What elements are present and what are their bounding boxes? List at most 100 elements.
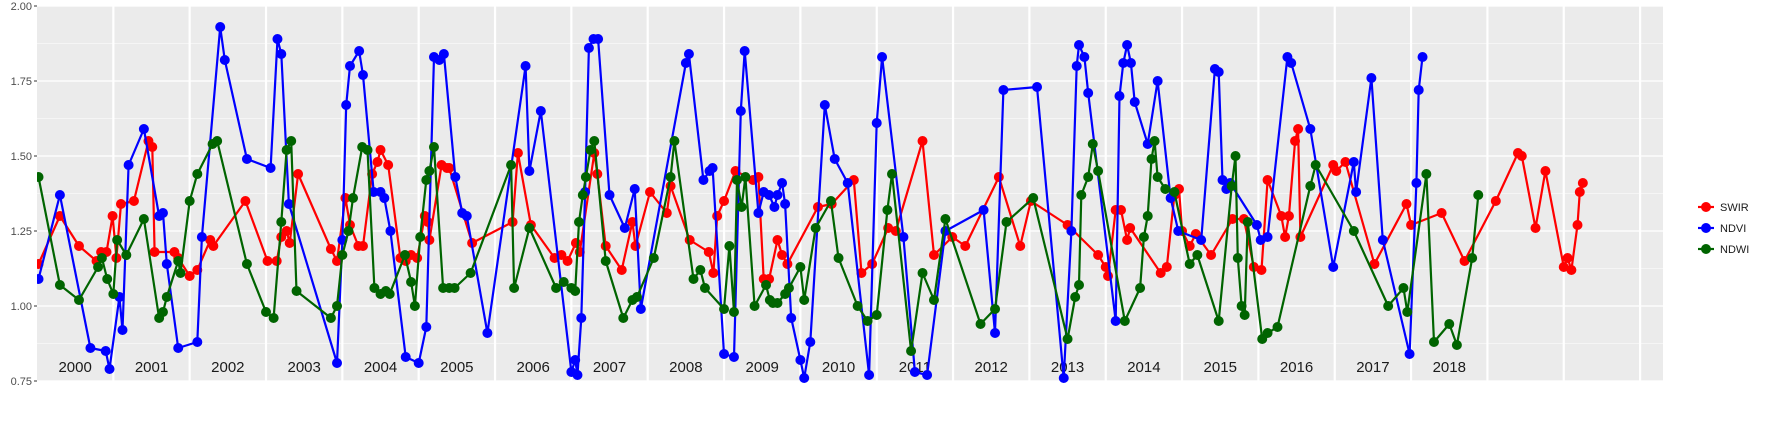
- data-point-swir: [444, 163, 455, 173]
- legend-key-point: [1701, 223, 1711, 233]
- year-label: 2018: [1433, 359, 1466, 376]
- data-point-ndwi: [465, 268, 476, 278]
- data-point-ndvi: [1173, 226, 1184, 236]
- year-label: 2014: [1127, 359, 1160, 376]
- y-tick-label: 2.00: [11, 1, 32, 13]
- data-point-swir: [512, 148, 523, 158]
- data-point-swir: [1280, 232, 1291, 242]
- data-point-swir: [115, 199, 126, 209]
- data-point-ndvi: [482, 328, 493, 338]
- data-point-ndvi: [535, 106, 546, 116]
- data-point-ndwi: [1152, 172, 1163, 182]
- data-point-ndvi: [1411, 178, 1422, 188]
- data-point-ndvi: [379, 193, 390, 203]
- data-point-ndvi: [1262, 232, 1273, 242]
- data-point-swir: [372, 157, 383, 167]
- data-point-ndwi: [558, 277, 569, 287]
- data-point-ndwi: [406, 277, 417, 287]
- y-axis: 0.75 1.00 1.25 1.50 1.75 2.00: [11, 1, 37, 388]
- data-point-ndwi: [1149, 136, 1160, 146]
- grid-lines: [37, 5, 1663, 382]
- data-point-ndwi: [1305, 181, 1316, 191]
- year-labels: 2000 2001 2002 2003 2004 2005 2006 2007 2008 2009…: [58, 359, 1465, 376]
- data-point-swir: [1206, 250, 1217, 260]
- data-point-swir: [1161, 262, 1172, 272]
- data-point-ndwi: [337, 250, 348, 260]
- data-point-ndwi: [852, 301, 863, 311]
- series-layer: [37, 22, 1588, 383]
- data-point-ndwi: [1028, 193, 1039, 203]
- data-point-swir: [1276, 211, 1287, 221]
- data-point-ndvi: [735, 106, 746, 116]
- series-ndvi: [37, 22, 1428, 383]
- data-point-ndvi: [707, 163, 718, 173]
- data-point-ndvi: [1417, 52, 1428, 62]
- data-point-ndvi: [1122, 40, 1133, 50]
- data-point-ndwi: [1473, 190, 1484, 200]
- data-point-ndwi: [795, 262, 806, 272]
- data-point-ndvi: [161, 259, 172, 269]
- legend-key-point: [1701, 244, 1711, 254]
- data-point-ndwi: [577, 190, 588, 200]
- data-point-ndvi: [1114, 91, 1125, 101]
- data-point-swir: [1331, 166, 1342, 176]
- data-point-ndwi: [343, 226, 354, 236]
- data-point-ndwi: [108, 289, 119, 299]
- data-point-ndvi: [421, 322, 432, 332]
- data-point-swir: [600, 241, 611, 251]
- data-point-ndwi: [551, 283, 562, 293]
- data-point-ndwi: [1076, 190, 1087, 200]
- data-point-ndvi: [1129, 97, 1140, 107]
- data-point-swir: [149, 247, 160, 257]
- data-point-ndvi: [524, 166, 535, 176]
- year-label: 2001: [135, 359, 168, 376]
- data-point-ndvi: [1305, 124, 1316, 134]
- data-point-ndwi: [825, 196, 836, 206]
- data-point-swir: [1015, 241, 1026, 251]
- data-point-swir: [293, 169, 304, 179]
- data-point-ndvi: [344, 61, 355, 71]
- year-label: 2002: [211, 359, 244, 376]
- data-point-ndvi: [909, 367, 920, 377]
- data-point-swir: [993, 172, 1004, 182]
- data-point-ndwi: [728, 307, 739, 317]
- data-point-ndvi: [864, 370, 875, 380]
- data-point-ndvi: [219, 55, 230, 65]
- data-point-swir: [281, 226, 292, 236]
- data-point-swir: [616, 265, 627, 275]
- data-point-swir: [54, 211, 65, 221]
- data-point-swir: [1572, 220, 1583, 230]
- data-point-swir: [107, 211, 118, 221]
- year-label: 2012: [975, 359, 1008, 376]
- data-point-ndvi: [842, 178, 853, 188]
- data-point-ndvi: [192, 337, 203, 347]
- data-point-swir: [412, 253, 423, 263]
- data-point-swir: [917, 136, 928, 146]
- data-point-ndwi: [428, 142, 439, 152]
- data-point-ndvi: [276, 49, 287, 59]
- data-point-ndvi: [1110, 316, 1121, 326]
- data-point-ndwi: [761, 280, 772, 290]
- data-point-ndvi: [805, 337, 816, 347]
- data-point-ndvi: [438, 49, 449, 59]
- data-point-ndwi: [509, 283, 520, 293]
- legend-label: NDWI: [1720, 244, 1749, 256]
- data-point-ndwi: [810, 223, 821, 233]
- data-point-ndwi: [1138, 232, 1149, 242]
- data-point-ndwi: [184, 196, 195, 206]
- data-point-ndvi: [1348, 157, 1359, 167]
- data-point-swir: [375, 145, 386, 155]
- data-point-swir: [262, 256, 273, 266]
- data-point-swir: [1558, 262, 1569, 272]
- data-point-ndvi: [819, 100, 830, 110]
- data-point-ndvi: [1328, 262, 1339, 272]
- data-point-ndwi: [1160, 184, 1171, 194]
- data-point-ndvi: [1074, 40, 1085, 50]
- year-label: 2013: [1051, 359, 1084, 376]
- data-point-ndwi: [157, 307, 168, 317]
- data-point-swir: [777, 250, 788, 260]
- data-point-ndwi: [975, 319, 986, 329]
- data-point-ndwi: [862, 316, 873, 326]
- data-point-swir: [1125, 223, 1136, 233]
- data-point-ndwi: [399, 250, 410, 260]
